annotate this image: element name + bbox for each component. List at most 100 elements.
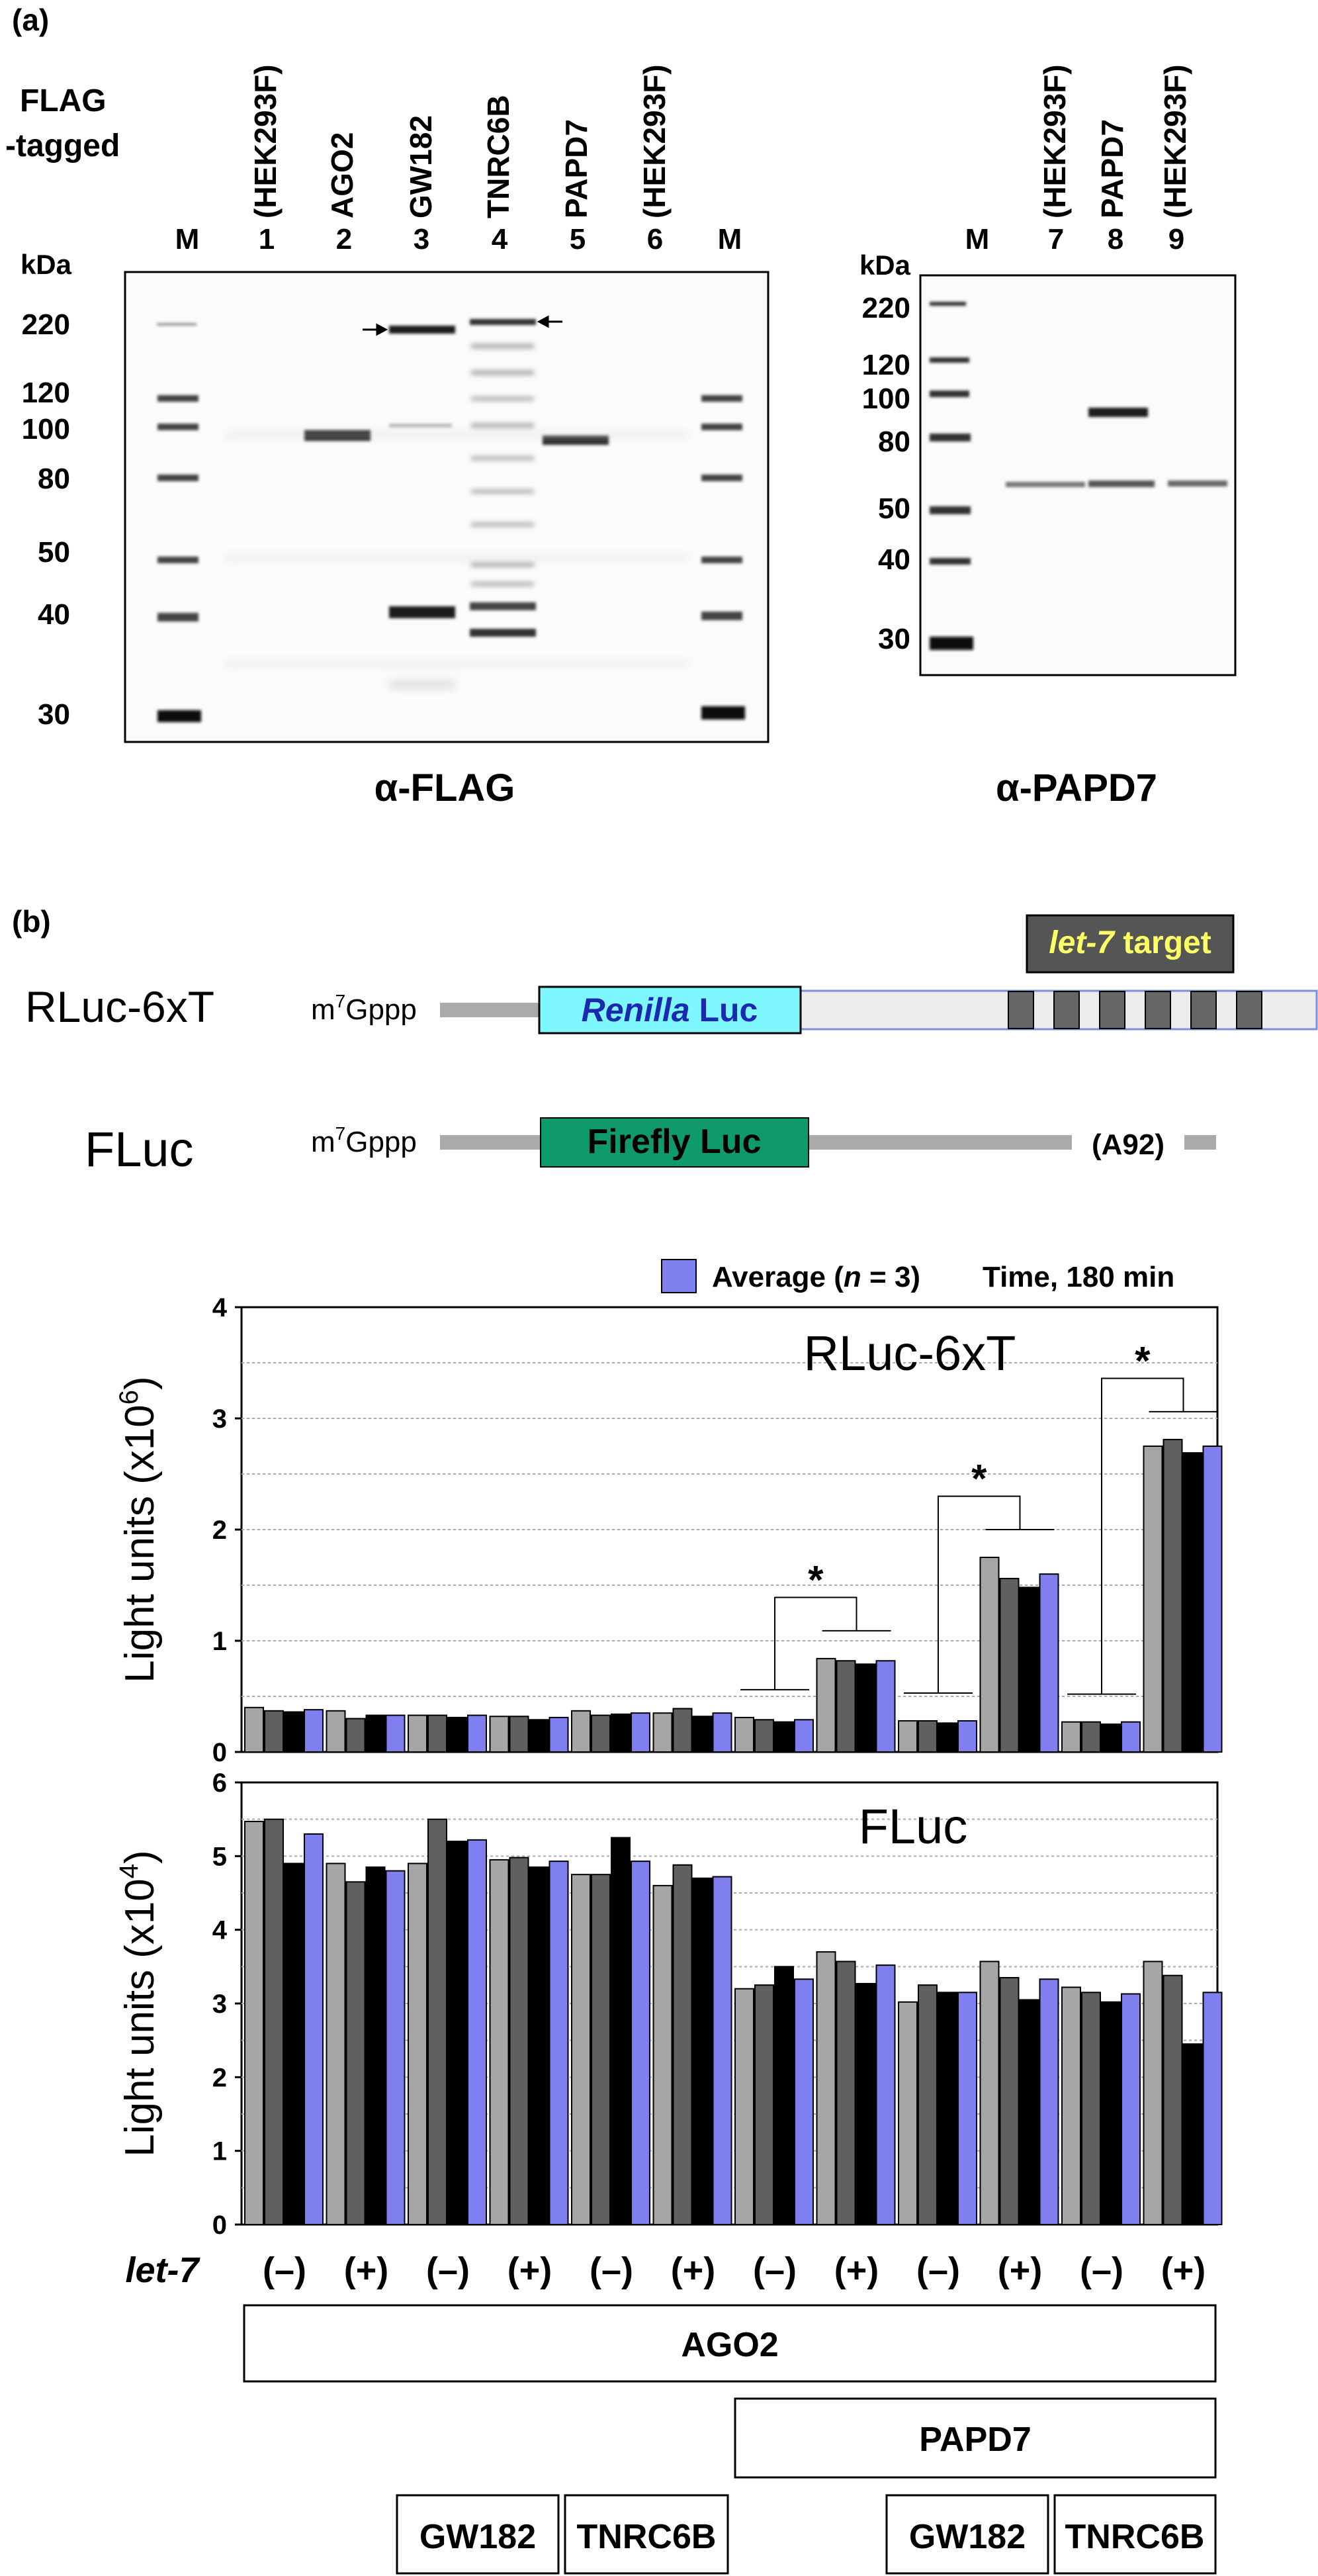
firefly-luc-label: Firefly Luc [588,1123,762,1161]
panel-b-label: (b) [12,904,51,939]
lane-number-1: 1 [259,223,275,255]
average-bar [631,1712,650,1753]
right-lane-number-m: M [965,223,990,255]
replicate-bar [898,2001,918,2226]
left-marker-100: 100 [22,413,70,445]
average-bar [875,1964,896,2226]
let7-value: (–) [426,2250,470,2290]
replicate-bar [264,1818,284,2226]
papd7-box [734,2397,1217,2479]
left-marker-220: 220 [22,308,70,341]
tnrc6b-box-2 [1053,2494,1217,2575]
replicate-bar [1081,1721,1101,1753]
replicate-bar [774,1966,794,2225]
replicate-bar [1061,1986,1081,2225]
left-marker-80: 80 [38,463,70,495]
condition-boxes: AGO2 PAPD7 GW182 TNRC6B GW182 TNRC6B [243,2304,1217,2575]
replicate-bar [836,1960,856,2226]
replicate-bar [408,1714,427,1753]
average-bar [304,1833,324,2225]
y-axis-label: Light units (x106) [114,1376,163,1682]
left-blot-title: α-FLAG [374,766,515,809]
left-marker-40: 40 [38,598,70,631]
average-bar [1121,1721,1141,1753]
lane-name-4: TNRC6B [481,95,515,218]
gw182-box-2 [885,2494,1049,2575]
right-lane-name-8: PAPD7 [1095,119,1129,218]
replicate-bar [672,1864,693,2225]
tnrc6b-box-1 [564,2494,729,2575]
let7-value: (+) [834,2250,879,2290]
gw182-box-2-label: GW182 [909,2518,1026,2556]
y-tick-label: 3 [212,1404,227,1434]
replicate-bar [979,1960,1000,2226]
replicate-bar [244,1706,264,1753]
right-marker-30: 30 [878,623,910,655]
lane-number-4: 4 [492,223,508,255]
y-tick-label: 1 [212,2137,227,2166]
average-bar [794,1978,814,2225]
let7-value: (–) [916,2250,960,2290]
replicate-bar [999,1577,1020,1753]
significance-bracket: * [1067,1339,1218,1695]
chart-legend: Average (n = 3) Time, 180 min [661,1259,1174,1293]
replicate-bar [898,1720,918,1753]
average-bar [1202,1992,1223,2226]
rluc-chart: 0 1 2 3 4 Light units (x106) RLuc-6xT * * * [114,1293,1223,1767]
lane-name-1: (HEK293F) [248,64,283,218]
let7-target-label: let-7 target [1049,925,1211,960]
legend-time-label: Time, 180 min [983,1261,1174,1293]
right-kda-label: kDa [859,250,911,281]
left-marker-30: 30 [38,698,70,731]
rluc-construct-name: RLuc-6xT [25,982,214,1031]
average-bar [385,1870,406,2226]
replicate-bar [365,1714,386,1753]
right-marker-40: 40 [878,543,910,576]
tnrc6b-box-2-label: TNRC6B [1065,2518,1205,2556]
construct-title-line2: -tagged [5,128,120,163]
right-lane-number-7: 7 [1048,223,1064,255]
significance-star: * [808,1557,824,1602]
replicate-bar [1143,1446,1163,1753]
let7-value: (–) [263,2250,306,2290]
replicate-bar [489,1859,509,2225]
ago2-box-label: AGO2 [681,2326,778,2364]
average-bar [875,1660,896,1753]
left-kda-label: kDa [21,249,72,280]
right-marker-80: 80 [878,426,910,458]
replicate-bar [326,1863,346,2225]
let7-value: (+) [671,2250,716,2290]
significance-star: * [1135,1339,1151,1383]
replicate-bar [345,1718,366,1753]
panel-a-label: (a) [12,3,49,37]
tnrc6b-box-1-label: TNRC6B [577,2518,717,2556]
replicate-bar [427,1818,447,2226]
replicate-bar [284,1711,304,1753]
replicate-bar [611,1837,631,2225]
lane-name-6: (HEK293F) [637,64,672,218]
replicate-bar [571,1710,591,1753]
right-lane-name-7: (HEK293F) [1037,64,1072,218]
left-marker-120: 120 [22,377,70,409]
average-bar [304,1709,324,1753]
lane-number-3: 3 [414,223,429,255]
right-lane-number-9: 9 [1168,223,1184,255]
y-tick-label: 4 [212,1916,228,1945]
replicate-bar [529,1719,549,1753]
let7-value: (+) [507,2250,552,2290]
let7-values: (–) (+) (–) (+) (–) (+) (–) (+) (–) (+) (–) (+) [263,2250,1206,2290]
replicate-bar [427,1714,447,1753]
construct-title-line1: FLAG [20,83,107,118]
let7-value: (–) [590,2250,633,2290]
replicate-bar [408,1863,427,2225]
replicate-bar [611,1713,631,1753]
y-tick-label: 2 [212,1516,227,1545]
papd7-box-label: PAPD7 [919,2420,1032,2459]
average-bar [549,1716,569,1753]
right-marker-220: 220 [862,292,910,324]
average-bar [957,1992,977,2226]
legend-average-label: Average (n = 3) [712,1261,920,1293]
replicate-bar [652,1712,673,1753]
lane-number-6: 6 [647,223,663,255]
